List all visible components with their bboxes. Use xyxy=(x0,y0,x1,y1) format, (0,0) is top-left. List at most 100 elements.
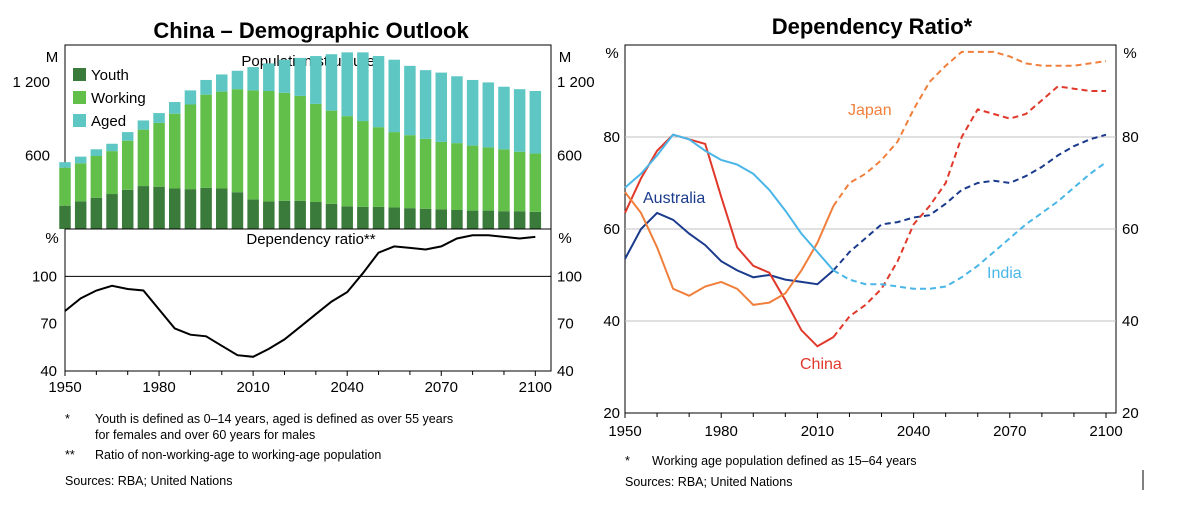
footnote-text: Ratio of non-working-age to working-age … xyxy=(95,448,381,462)
bar-youth xyxy=(466,210,479,229)
legend-swatch-youth xyxy=(73,68,86,81)
bar-aged xyxy=(325,54,338,111)
bar-working xyxy=(216,91,228,189)
right-footnotes: * Working age population defined as 15–64… xyxy=(625,454,917,468)
bar-working xyxy=(294,95,306,201)
bar-working xyxy=(168,113,181,189)
bar-youth xyxy=(200,187,212,229)
bar-working xyxy=(90,156,103,198)
bar-working xyxy=(357,121,369,207)
bar-youth xyxy=(263,201,275,229)
bar-youth xyxy=(278,200,291,229)
bar-working xyxy=(200,94,212,188)
bar-working xyxy=(372,127,385,207)
right-x-tick-label: 2040 xyxy=(897,423,930,440)
footnote-text: for females and over 60 years for males xyxy=(95,428,315,442)
india-line-historical xyxy=(624,133,835,272)
bar-youth xyxy=(74,201,87,229)
x-tick-label: 2040 xyxy=(331,379,364,396)
bar-aged xyxy=(451,76,463,144)
bar-aged xyxy=(435,72,448,142)
bar-youth xyxy=(388,207,400,229)
china-line-projection xyxy=(832,85,1106,338)
right-x-tick-label: 1950 xyxy=(608,423,641,440)
bar-working xyxy=(231,89,244,193)
footnote-mark: * xyxy=(65,412,70,426)
dependency-unit-left: % xyxy=(45,230,58,247)
bar-working xyxy=(153,122,165,187)
right-footnote-text: Working age population defined as 15–64 … xyxy=(652,454,917,468)
dependency-ratio-line xyxy=(64,234,536,358)
bar-youth xyxy=(137,186,150,229)
bar-aged xyxy=(404,65,416,136)
right-tick-right: 40 xyxy=(1122,313,1139,330)
left-sources: Sources: RBA; United Nations xyxy=(65,474,232,488)
japan-line-historical xyxy=(624,191,835,306)
dependency-tick-right: 40 xyxy=(557,363,574,380)
right-tick-left: 60 xyxy=(603,221,620,238)
dependency-tick-right: 100 xyxy=(557,268,582,285)
bar-youth xyxy=(310,202,322,229)
bar-working xyxy=(106,151,118,195)
series-label-australia: Australia xyxy=(643,190,705,207)
india-line-projection xyxy=(832,161,1107,290)
bar-youth xyxy=(216,188,228,229)
bar-working xyxy=(498,149,510,212)
dependency-tick-left: 40 xyxy=(40,363,57,380)
right-tick-right: 80 xyxy=(1122,129,1139,146)
footnote-mark: ** xyxy=(65,448,75,462)
bar-aged xyxy=(278,59,291,93)
bar-youth xyxy=(435,209,448,229)
right-x-tick-label: 2010 xyxy=(801,423,834,440)
series-label-india: India xyxy=(987,265,1022,282)
bar-aged xyxy=(498,86,510,150)
dependency-unit-right: % xyxy=(558,230,571,247)
bar-youth xyxy=(513,211,526,229)
x-tick-label: 2100 xyxy=(519,379,552,396)
right-tick-right: 20 xyxy=(1122,405,1139,422)
population-unit-left: M xyxy=(46,49,59,66)
bar-youth xyxy=(294,200,306,229)
right-tick-left: 20 xyxy=(603,405,620,422)
dependency-tick-right: 70 xyxy=(557,316,574,333)
bar-youth xyxy=(341,206,353,229)
bar-aged xyxy=(372,56,385,128)
bar-aged xyxy=(341,52,353,117)
bar-youth xyxy=(153,186,165,229)
bar-aged xyxy=(294,57,306,96)
bar-youth xyxy=(325,203,338,229)
bar-youth xyxy=(451,209,463,229)
bar-working xyxy=(137,129,150,187)
bar-aged xyxy=(263,63,275,91)
series-label-china: China xyxy=(800,356,842,373)
right-x-tick-label: 2100 xyxy=(1089,423,1122,440)
dependency-ratio-title: Dependency ratio** xyxy=(246,231,375,248)
bar-aged xyxy=(388,59,400,133)
left-panel-title: China – Demographic Outlook xyxy=(153,18,469,43)
bar-aged xyxy=(466,79,479,146)
bar-working xyxy=(341,116,353,207)
bar-aged xyxy=(90,149,103,157)
bar-aged xyxy=(419,70,432,139)
bar-working xyxy=(435,141,448,210)
bar-working xyxy=(121,140,134,190)
bar-aged xyxy=(513,89,526,152)
bar-working xyxy=(404,135,416,209)
bar-aged xyxy=(231,70,244,90)
bar-working xyxy=(325,110,338,204)
bar-youth xyxy=(106,194,118,229)
x-tick-label: 1950 xyxy=(48,379,81,396)
bar-aged xyxy=(168,102,181,114)
bar-working xyxy=(513,151,526,212)
legend-label-working: Working xyxy=(91,90,146,107)
legend-swatch-working xyxy=(73,91,86,104)
legend-label-youth: Youth xyxy=(91,67,129,84)
legend-label-aged: Aged xyxy=(91,113,126,130)
bar-youth xyxy=(247,199,259,229)
population-unit-right: M xyxy=(559,49,572,66)
bar-aged xyxy=(216,74,228,92)
right-sources: Sources: RBA; United Nations xyxy=(625,475,792,489)
